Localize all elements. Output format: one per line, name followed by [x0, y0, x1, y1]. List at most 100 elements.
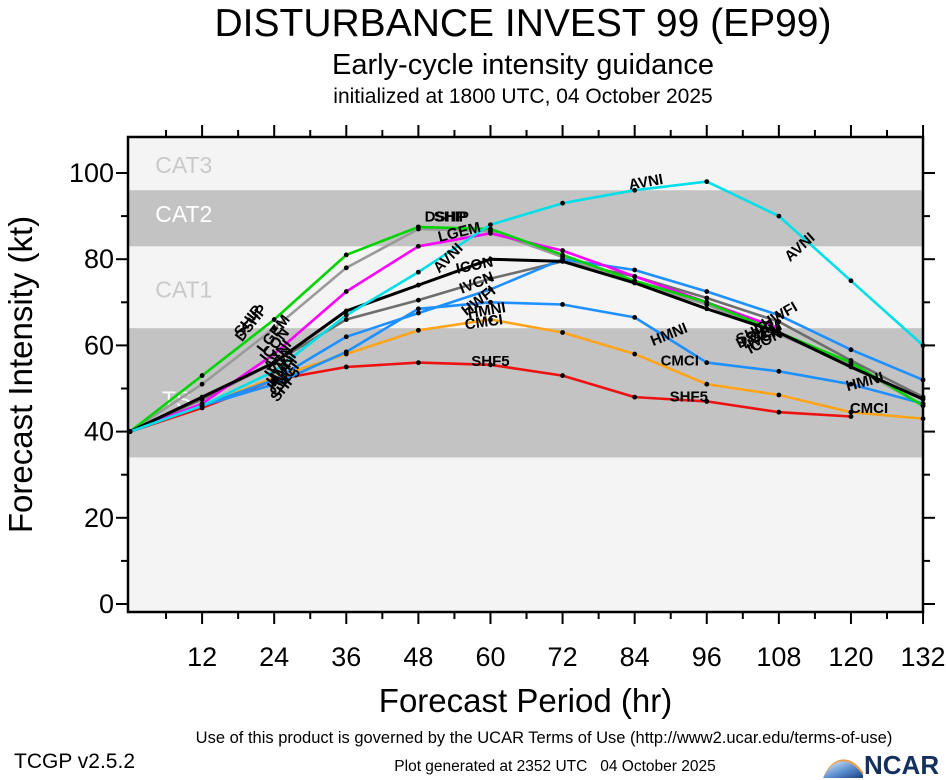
data-point-avni	[343, 312, 349, 318]
band-label-cat3: CAT3	[155, 152, 212, 178]
data-point-hmni	[632, 314, 638, 320]
y-tick-label: 0	[99, 589, 114, 619]
data-point-hwfi	[848, 347, 854, 353]
x-tick-label: 12	[187, 642, 217, 672]
plot-border	[126, 135, 925, 614]
data-point-ship	[848, 360, 854, 366]
y-axis-title: Forecast Intensity (kt)	[2, 216, 39, 533]
data-point-icon	[488, 256, 493, 262]
data-point-avni	[488, 222, 493, 228]
data-point-cmci	[848, 409, 854, 415]
data-point-ship	[271, 317, 277, 322]
ncar-swoosh-icon	[823, 759, 863, 778]
data-point-ivcn	[488, 276, 493, 281]
series-line-avni	[129, 180, 924, 433]
data-point-cmci	[415, 327, 421, 333]
data-point-avni	[199, 403, 205, 409]
data-point-hmni	[271, 381, 277, 387]
data-point-cmci	[776, 392, 782, 398]
band-ts	[128, 328, 923, 458]
data-point-shf5	[488, 362, 493, 368]
data-point-ivcn	[776, 319, 782, 325]
x-tick-label: 96	[692, 642, 722, 672]
x-tick-label: 48	[403, 642, 433, 672]
data-point-lgem	[632, 274, 638, 279]
series-line-cmci	[129, 318, 924, 433]
data-point-lgem	[343, 289, 349, 294]
page-subtitle: Early-cycle intensity guidance	[331, 49, 714, 81]
terms-of-use-text: Use of this product is governed by the U…	[195, 729, 893, 747]
data-point-lgem	[488, 230, 493, 236]
series-line-hmni	[129, 301, 924, 433]
data-point-cmci	[632, 351, 638, 357]
data-point-shf5	[343, 364, 349, 370]
data-point-hwfi	[415, 310, 421, 316]
page-title: DISTURBANCE INVEST 99 (EP99)	[214, 2, 832, 45]
x-tick-label: 84	[620, 642, 650, 672]
y-tick-label: 100	[69, 158, 114, 188]
data-point-icon	[632, 280, 638, 286]
data-point-icon	[415, 282, 421, 288]
y-tick-label: 80	[84, 244, 114, 274]
data-point-avni	[560, 200, 565, 206]
data-point-hmni	[415, 306, 421, 312]
data-point-hmni	[776, 368, 782, 374]
data-point-cmci	[920, 416, 926, 422]
data-point-hmni	[560, 302, 565, 307]
ncar-logo-text: NCAR	[864, 750, 940, 780]
band-label-cat1: CAT1	[155, 276, 212, 302]
y-tick-label: 60	[84, 330, 114, 360]
x-axis-title: Forecast Period (hr)	[379, 682, 672, 719]
line-label-shf5: SHF5	[471, 353, 509, 370]
data-point-hwfi	[776, 312, 782, 318]
x-tick-label: 60	[475, 642, 505, 672]
data-point-hmni	[848, 381, 854, 387]
data-point-ship	[560, 252, 565, 258]
data-point-dshp	[271, 325, 277, 331]
data-point-ship	[415, 224, 421, 230]
data-point-hwfi	[343, 334, 349, 340]
data-point-icon	[343, 308, 349, 314]
x-tick-label: 108	[756, 642, 801, 672]
chart-area: TS CAT1 CAT2 CAT3 12 24 36 48 60 72 84 96 108 120 132 0…	[0, 120, 946, 730]
data-point-avni	[920, 343, 926, 348]
data-point-icon	[560, 258, 565, 264]
data-point-icon	[848, 364, 854, 370]
data-point-hwfi	[271, 377, 277, 383]
data-point-ivcn	[415, 297, 421, 303]
line-label-cmci: CMCI	[850, 400, 888, 417]
header: DISTURBANCE INVEST 99 (EP99) Early-cycle…	[100, 2, 946, 110]
data-point-ivcn	[704, 295, 710, 301]
data-point-shf5	[704, 399, 710, 404]
data-point-avni	[127, 429, 133, 434]
data-point-shf5	[632, 394, 638, 400]
data-point-shf5	[560, 373, 565, 378]
x-tick-label: 36	[331, 642, 361, 672]
line-label-avni: AVNI	[627, 171, 664, 194]
x-tick-label: 120	[828, 642, 873, 672]
data-point-ivcn	[343, 317, 349, 322]
data-point-avni	[632, 187, 638, 193]
band-label-cat2: CAT2	[155, 201, 212, 227]
x-tick-label: 72	[548, 642, 578, 672]
generated-timestamp: Plot generated at 2352 UTC 04 October 20…	[394, 758, 716, 775]
data-point-avni	[415, 269, 421, 275]
data-point-hmni	[704, 360, 710, 366]
data-point-hmni	[488, 299, 493, 305]
ncar-logo: NCAR	[822, 749, 944, 779]
data-point-shf5	[415, 360, 421, 366]
data-point-hwfi	[920, 377, 926, 383]
data-point-dshp	[199, 381, 205, 387]
data-point-avni	[704, 179, 710, 185]
data-point-lgem	[560, 248, 565, 253]
data-point-avni	[271, 368, 277, 374]
band-cat2	[128, 190, 923, 247]
data-point-icon	[920, 396, 926, 402]
data-point-shf5	[776, 409, 782, 415]
data-point-cmci	[704, 381, 710, 387]
data-point-ship	[199, 373, 205, 378]
data-point-ship	[920, 403, 926, 409]
data-point-dshp	[343, 265, 349, 271]
